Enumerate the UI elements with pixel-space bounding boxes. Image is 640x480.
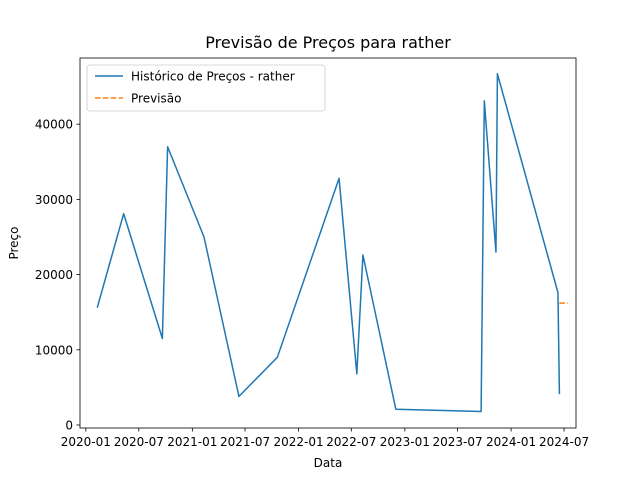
y-tick-label: 20000	[35, 268, 73, 282]
y-tick-label: 40000	[35, 118, 73, 132]
y-axis-label: Preço	[7, 226, 21, 259]
legend-label-1: Previsão	[131, 92, 181, 106]
y-axis-ticks: 0 10000 20000 30000 40000	[35, 118, 80, 432]
x-axis-ticks: 2020-01 2020-07 2021-01 2021-07 2022-01 2022-…	[61, 428, 589, 449]
x-tick-label: 2024-01	[486, 435, 536, 449]
x-tick-label: 2021-01	[167, 435, 217, 449]
x-tick-label: 2023-01	[380, 435, 430, 449]
plot-area-frame	[79, 57, 577, 429]
x-tick-label: 2020-01	[61, 435, 111, 449]
chart-title: Previsão de Preços para rather	[205, 33, 451, 52]
x-axis-label: Data	[314, 456, 343, 470]
series-layer	[96, 73, 569, 413]
x-tick-label: 2024-07	[539, 435, 589, 449]
legend-label-0: Histórico de Preços - rather	[131, 70, 295, 84]
series-line-0	[96, 73, 561, 413]
x-tick-label: 2021-07	[220, 435, 270, 449]
legend: Histórico de Preços - rather Previsão	[86, 64, 326, 112]
x-tick-label: 2020-07	[114, 435, 164, 449]
x-tick-label: 2022-07	[326, 435, 376, 449]
x-tick-label: 2022-01	[274, 435, 324, 449]
y-tick-label: 30000	[35, 193, 73, 207]
x-tick-label: 2023-07	[432, 435, 482, 449]
legend-box	[86, 64, 326, 112]
y-tick-label: 10000	[35, 343, 73, 357]
y-tick-label: 0	[65, 418, 73, 432]
